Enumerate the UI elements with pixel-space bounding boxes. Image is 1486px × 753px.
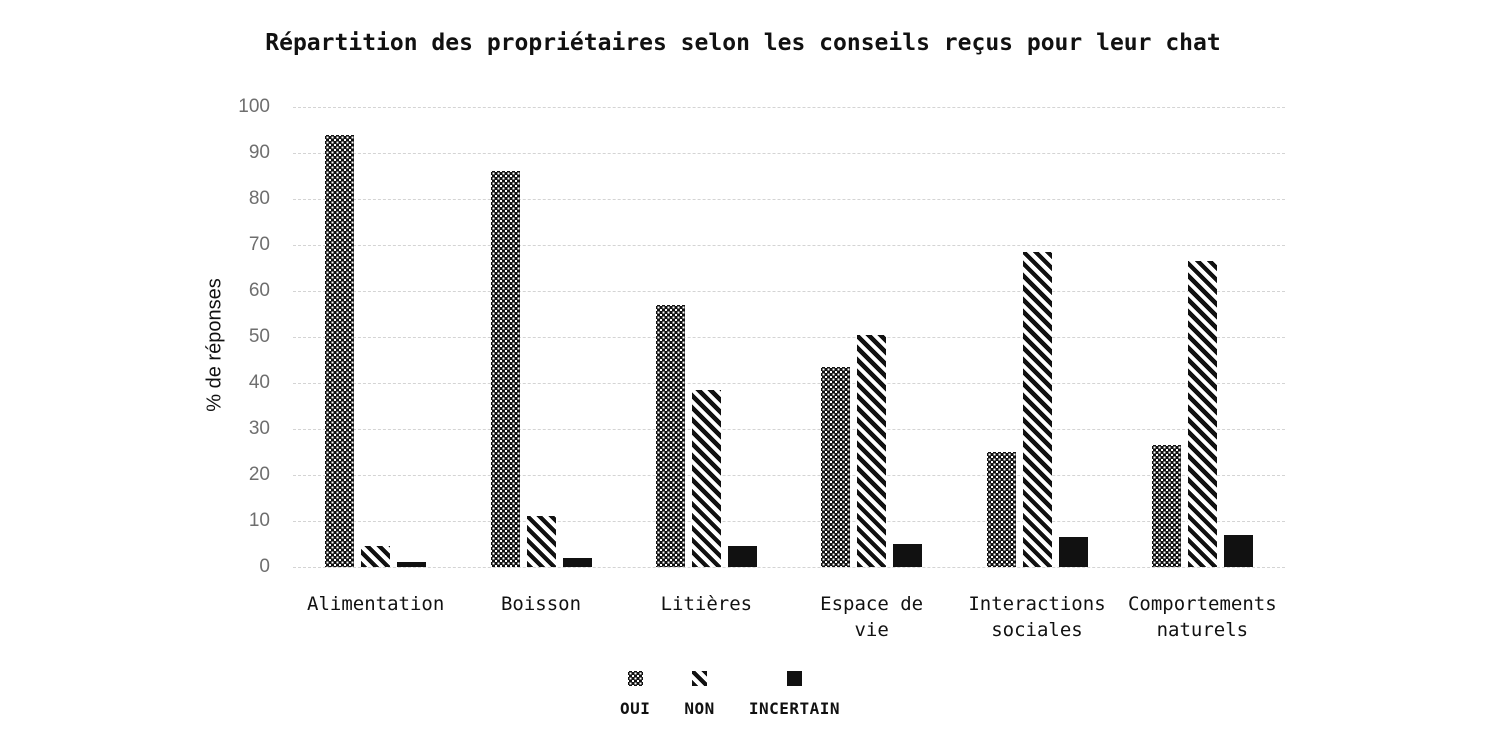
bar-non-4 [857, 334, 887, 567]
gridline [293, 383, 1285, 384]
plot-area [293, 107, 1285, 568]
bar-incertain-5 [1058, 537, 1088, 567]
gridline [293, 153, 1285, 154]
legend-label-incertain: INCERTAIN [748, 699, 841, 718]
y-tick-label: 70 [248, 234, 270, 255]
bar-incertain-1 [397, 562, 427, 567]
bar-incertain-3 [727, 546, 757, 567]
bar-oui-4 [821, 366, 851, 567]
legend-item-non: NON [684, 671, 714, 718]
bar-oui-1 [325, 134, 355, 567]
y-tick-label: 90 [248, 142, 270, 163]
bar-incertain-6 [1223, 534, 1253, 567]
gridline [293, 199, 1285, 200]
bar-incertain-4 [893, 544, 923, 567]
gridline [293, 337, 1285, 338]
y-tick-label: 0 [259, 556, 270, 577]
bar-oui-2 [490, 171, 520, 567]
bar-non-1 [361, 546, 391, 567]
x-category-label: Comportements naturels [1127, 593, 1277, 641]
y-tick-label: 40 [248, 372, 270, 393]
gridline [293, 567, 1285, 568]
bar-non-2 [526, 516, 556, 567]
bar-oui-5 [986, 452, 1016, 567]
legend-swatch-incertain [786, 671, 802, 686]
bar-non-6 [1187, 261, 1217, 567]
x-category-label: Litières [660, 593, 753, 615]
legend-item-incertain: INCERTAIN [749, 671, 840, 718]
x-category-label: Boisson [500, 593, 582, 615]
y-tick-label: 60 [248, 280, 270, 301]
bar-incertain-2 [562, 557, 592, 567]
x-category-label: Alimentation [307, 593, 445, 615]
gridline [293, 429, 1285, 430]
x-category-label: Interactions sociales [968, 593, 1106, 641]
legend: OUI NON INCERTAIN [620, 671, 840, 718]
bar-non-3 [691, 389, 721, 567]
x-category-label: Espace de vie [820, 593, 924, 641]
gridline [293, 475, 1285, 476]
y-tick-label: 10 [248, 510, 270, 531]
gridline [293, 291, 1285, 292]
legend-item-oui: OUI [620, 671, 650, 718]
bar-oui-3 [655, 304, 685, 567]
chart-title: Répartition des propriétaires selon les … [265, 30, 1221, 56]
y-tick-label: 100 [238, 96, 270, 117]
gridline [293, 245, 1285, 246]
y-tick-label: 20 [248, 464, 270, 485]
legend-swatch-non [692, 671, 708, 686]
gridline [293, 107, 1285, 108]
legend-swatch-oui [627, 671, 643, 686]
gridline [293, 521, 1285, 522]
legend-label-non: NON [684, 699, 715, 718]
y-tick-label: 80 [248, 188, 270, 209]
bar-non-5 [1022, 251, 1052, 567]
y-tick-label: 50 [248, 326, 270, 347]
bar-oui-6 [1151, 445, 1181, 567]
legend-label-oui: OUI [620, 699, 651, 718]
y-tick-label: 30 [248, 418, 270, 439]
